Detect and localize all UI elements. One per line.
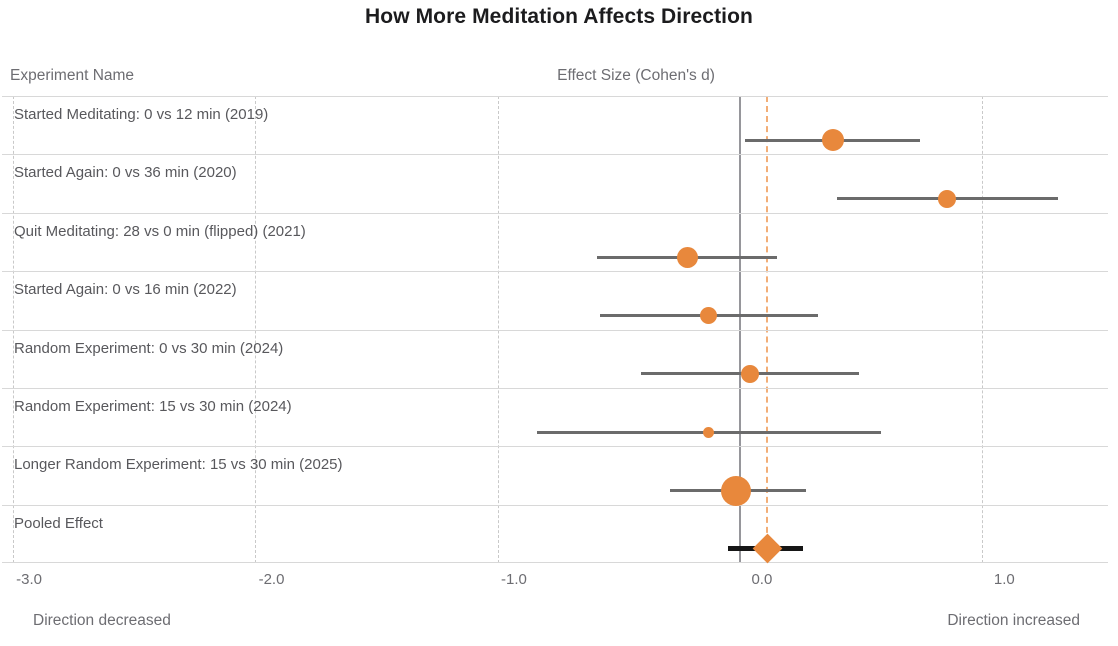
experiment-label: Pooled Effect — [14, 514, 103, 532]
effect-size-marker — [741, 364, 760, 383]
row-separator — [2, 271, 1108, 273]
effect-size-marker — [821, 129, 844, 152]
pooled-effect-diamond — [752, 534, 782, 564]
experiment-label: Started Again: 0 vs 16 min (2022) — [14, 281, 237, 299]
x-tick-label: 1.0 — [993, 571, 1015, 588]
plot-bottom-border — [2, 562, 1108, 563]
row-separator — [2, 212, 1108, 214]
effect-size-header: Effect Size (Cohen's d) — [557, 67, 715, 84]
row-separator — [2, 154, 1108, 156]
effect-size-marker — [703, 426, 715, 438]
direction-increased-label: Direction increased — [947, 612, 1080, 629]
direction-decreased-label: Direction decreased — [33, 612, 171, 629]
row-separator — [2, 387, 1108, 389]
effect-size-marker — [700, 306, 718, 324]
experiment-label: Random Experiment: 15 vs 30 min (2024) — [14, 397, 292, 415]
x-tick-label: -2.0 — [258, 571, 285, 588]
effect-size-marker — [676, 246, 698, 268]
effect-size-marker — [720, 475, 751, 506]
effect-size-marker — [937, 189, 956, 208]
experiment-label: Started Again: 0 vs 36 min (2020) — [14, 164, 237, 182]
x-tick-label: 0.0 — [751, 571, 773, 588]
experiment-label: Longer Random Experiment: 15 vs 30 min (… — [14, 456, 343, 474]
experiment-label: Started Meditating: 0 vs 12 min (2019) — [14, 106, 269, 123]
row-separator — [2, 504, 1108, 506]
chart-title: How More Meditation Affects Direction — [365, 5, 753, 28]
x-tick-label: -1.0 — [501, 571, 527, 588]
plot-area: Started Meditating: 0 vs 12 min (2019) St… — [2, 96, 1108, 564]
row-separator — [2, 446, 1108, 448]
x-tick-label: -3.0 — [16, 571, 42, 588]
plot-top-border — [2, 96, 1108, 97]
row-separator — [2, 329, 1108, 331]
experiment-label: Random Experiment: 0 vs 30 min (2024) — [14, 339, 284, 357]
experiment-label: Quit Meditating: 28 vs 0 min (flipped) (… — [14, 222, 306, 240]
experiment-name-header: Experiment Name — [10, 67, 135, 84]
